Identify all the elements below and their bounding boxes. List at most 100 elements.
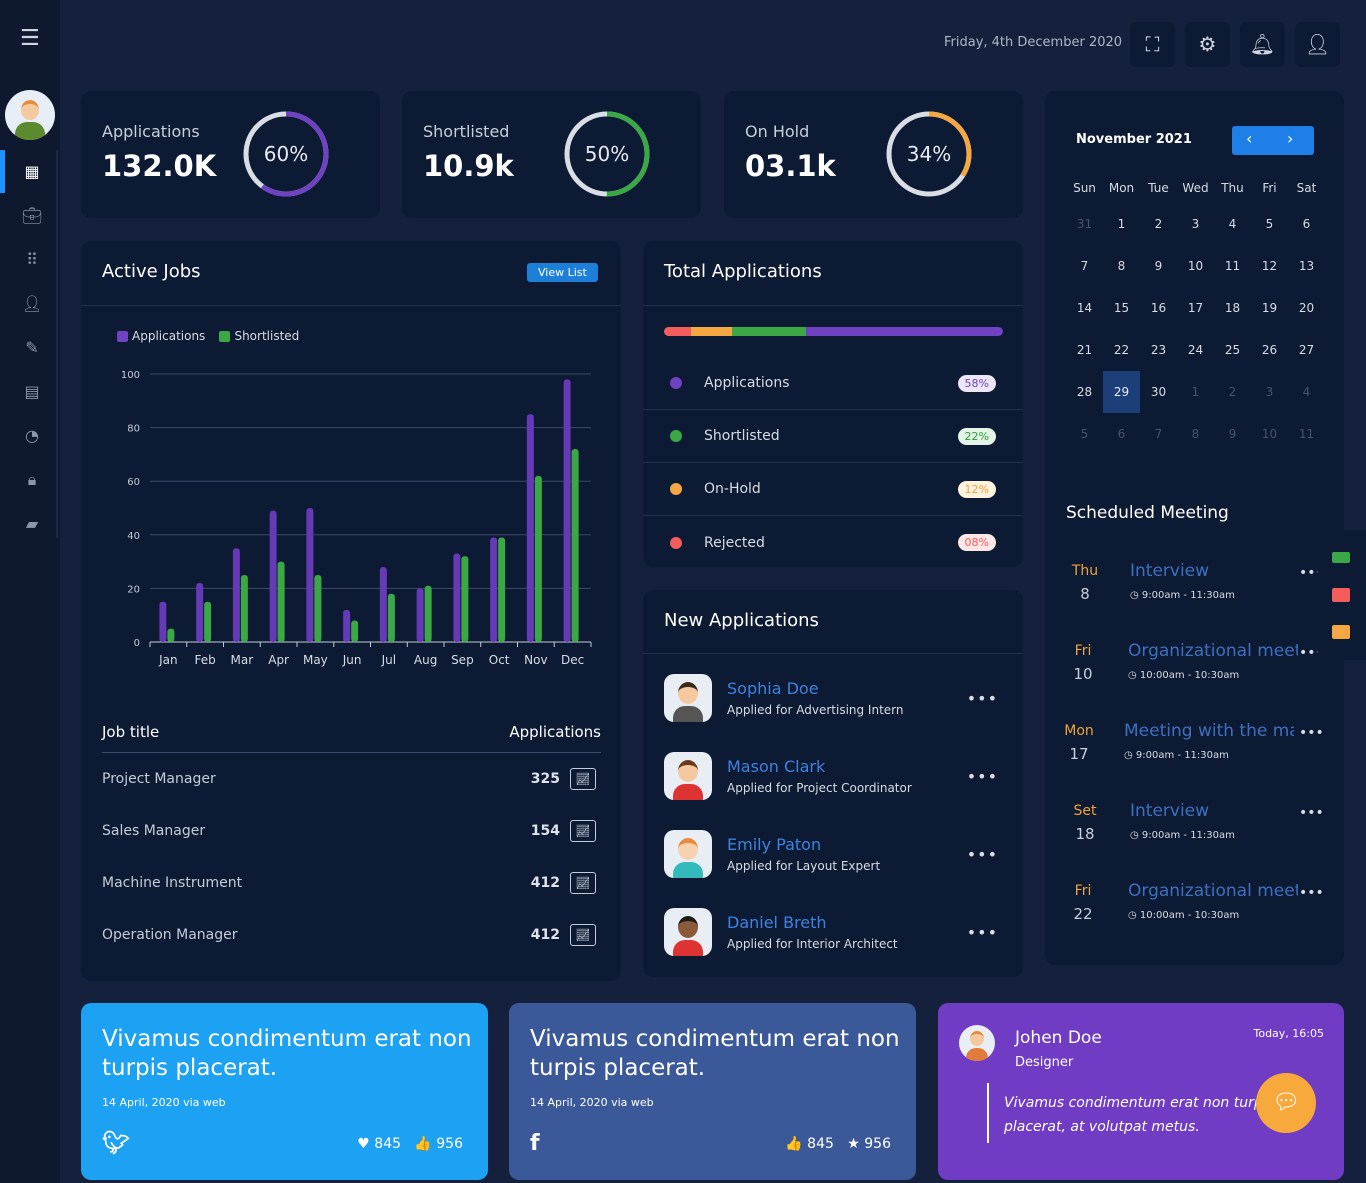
- calendar-day[interactable]: 26: [1261, 343, 1278, 357]
- legend-applications[interactable]: Applications: [117, 329, 205, 343]
- calendar-day[interactable]: 15: [1113, 301, 1130, 315]
- calendar-day[interactable]: 13: [1298, 259, 1315, 273]
- more-options-icon[interactable]: •••: [1299, 885, 1324, 901]
- applicant-name[interactable]: Sophia Doe: [727, 679, 819, 698]
- calendar-day[interactable]: 29: [1103, 371, 1140, 413]
- more-options-icon[interactable]: •••: [966, 922, 998, 942]
- post-likes[interactable]: 👍 845: [785, 1136, 834, 1152]
- meeting-title[interactable]: Meeting with the mana: [1124, 721, 1294, 741]
- calendar-day[interactable]: 7: [1080, 259, 1089, 273]
- meeting-item[interactable]: Fri 22 Organizational meetin ◷ 10:00am - 10…: [1058, 881, 1323, 943]
- view-list-button[interactable]: View List: [527, 263, 598, 282]
- calendar-day[interactable]: 24: [1187, 343, 1204, 357]
- image-icon[interactable]: [1332, 588, 1350, 602]
- chat-fab-button[interactable]: 💬︎: [1256, 1073, 1316, 1133]
- meeting-title[interactable]: Organizational meetin: [1128, 641, 1298, 661]
- avatar[interactable]: [5, 90, 55, 140]
- more-options-icon[interactable]: •••: [1299, 565, 1324, 581]
- calendar-day[interactable]: 8: [1117, 259, 1126, 273]
- calendar-day[interactable]: 30: [1150, 385, 1167, 399]
- meeting-title[interactable]: Organizational meetin: [1128, 881, 1298, 901]
- hamburger-menu-icon[interactable]: ☰: [20, 26, 40, 51]
- calendar-day[interactable]: 1: [1117, 217, 1126, 231]
- trend-chart-icon[interactable]: 📈︎: [570, 820, 596, 842]
- calendar-day[interactable]: 21: [1076, 343, 1093, 357]
- calendar-day[interactable]: 4: [1228, 217, 1237, 231]
- chat-icon[interactable]: [1332, 625, 1350, 639]
- more-options-icon[interactable]: •••: [1299, 805, 1324, 821]
- calendar-day[interactable]: 8: [1191, 427, 1200, 441]
- calendar-day[interactable]: 2: [1154, 217, 1163, 231]
- more-options-icon[interactable]: •••: [1299, 645, 1324, 661]
- fullscreen-button[interactable]: ⛶: [1130, 22, 1175, 67]
- job-row[interactable]: Sales Manager 154 📈︎: [102, 816, 596, 846]
- meeting-item[interactable]: Set 18 Interview ◷ 9:00am - 11:30am •••: [1060, 801, 1324, 863]
- calendar-day[interactable]: 18: [1224, 301, 1241, 315]
- more-options-icon[interactable]: •••: [1299, 725, 1324, 741]
- user-icon[interactable]: 👤︎: [22, 294, 43, 313]
- calendar-day[interactable]: 19: [1261, 301, 1278, 315]
- calendar-day[interactable]: 5: [1080, 427, 1089, 441]
- meeting-title[interactable]: Interview: [1130, 801, 1210, 821]
- calendar-day[interactable]: 14: [1076, 301, 1093, 315]
- pie-chart-icon[interactable]: ◔: [25, 426, 39, 445]
- applicant-row[interactable]: Emily Paton Applied for Layout Expert •••: [664, 824, 998, 884]
- calendar-day[interactable]: 9: [1228, 427, 1237, 441]
- meeting-item[interactable]: Fri 10 Organizational meetin ◷ 10:00am - 10…: [1058, 641, 1323, 703]
- apps-grid-icon[interactable]: ⠿: [26, 250, 38, 269]
- calendar-day[interactable]: 17: [1187, 301, 1204, 315]
- job-row[interactable]: Machine Instrument 412 📈︎: [102, 868, 596, 898]
- calendar-day[interactable]: 3: [1265, 385, 1274, 399]
- twitter-icon[interactable]: 🐦︎: [102, 1131, 130, 1156]
- edit-icon[interactable]: ✎: [25, 338, 39, 357]
- meeting-item[interactable]: Mon 17 Meeting with the mana ◷ 9:00am - 11:…: [1054, 721, 1324, 783]
- meeting-item[interactable]: Thu 8 Interview ◷ 9:00am - 11:30am •••: [1060, 561, 1324, 623]
- calendar-day[interactable]: 6: [1117, 427, 1126, 441]
- profile-button[interactable]: 👤︎: [1295, 22, 1340, 67]
- calendar-day[interactable]: 10: [1187, 259, 1204, 273]
- calendar-day[interactable]: 23: [1150, 343, 1167, 357]
- camera-icon[interactable]: [1332, 552, 1350, 563]
- trend-chart-icon[interactable]: 📈︎: [570, 768, 596, 790]
- calendar-day[interactable]: 5: [1265, 217, 1274, 231]
- applicant-name[interactable]: Emily Paton: [727, 835, 822, 854]
- calendar-day[interactable]: 27: [1298, 343, 1315, 357]
- job-row[interactable]: Project Manager 325 📈︎: [102, 764, 596, 794]
- calendar-day[interactable]: 31: [1076, 217, 1093, 231]
- more-options-icon[interactable]: •••: [966, 688, 998, 708]
- calendar-day[interactable]: 7: [1154, 427, 1163, 441]
- meeting-title[interactable]: Interview: [1130, 561, 1210, 581]
- applicant-row[interactable]: Sophia Doe Applied for Advertising Intern…: [664, 668, 998, 728]
- prev-month-button[interactable]: ‹: [1246, 129, 1253, 148]
- notifications-button[interactable]: 🔔︎: [1240, 22, 1285, 67]
- applicant-name[interactable]: Daniel Breth: [727, 913, 827, 932]
- sidebar-scrollbar[interactable]: [56, 150, 58, 538]
- lock-icon[interactable]: 🔒︎: [27, 470, 37, 489]
- trend-chart-icon[interactable]: 📈︎: [570, 924, 596, 946]
- trend-chart-icon[interactable]: 📈︎: [570, 872, 596, 894]
- calendar-day[interactable]: 28: [1076, 385, 1093, 399]
- applicant-name[interactable]: Mason Clark: [727, 757, 826, 776]
- calendar-day[interactable]: 2: [1228, 385, 1237, 399]
- calendar-day[interactable]: 11: [1224, 259, 1241, 273]
- calendar-day[interactable]: 9: [1154, 259, 1163, 273]
- legend-shortlisted[interactable]: Shortlisted: [219, 329, 299, 343]
- briefcase-icon[interactable]: 💼︎: [22, 206, 43, 225]
- facebook-icon[interactable]: f: [530, 1131, 540, 1156]
- applicant-row[interactable]: Daniel Breth Applied for Interior Archite…: [664, 902, 998, 962]
- next-month-button[interactable]: ›: [1287, 129, 1294, 148]
- more-options-icon[interactable]: •••: [966, 844, 998, 864]
- more-options-icon[interactable]: •••: [966, 766, 998, 786]
- calendar-day[interactable]: 22: [1113, 343, 1130, 357]
- calendar-day[interactable]: 11: [1298, 427, 1315, 441]
- calendar-day[interactable]: 12: [1261, 259, 1278, 273]
- document-icon[interactable]: ▤: [24, 382, 40, 401]
- calendar-day[interactable]: 6: [1302, 217, 1311, 231]
- settings-button[interactable]: ⚙: [1185, 22, 1230, 67]
- calendar-day[interactable]: 1: [1191, 385, 1200, 399]
- post-likes[interactable]: ♥ 845: [357, 1136, 402, 1152]
- dashboard-icon[interactable]: ▦: [24, 162, 40, 181]
- post-shares[interactable]: 👍 956: [414, 1136, 463, 1152]
- job-row[interactable]: Operation Manager 412 📈︎: [102, 920, 596, 950]
- applicant-row[interactable]: Mason Clark Applied for Project Coordinat…: [664, 746, 998, 806]
